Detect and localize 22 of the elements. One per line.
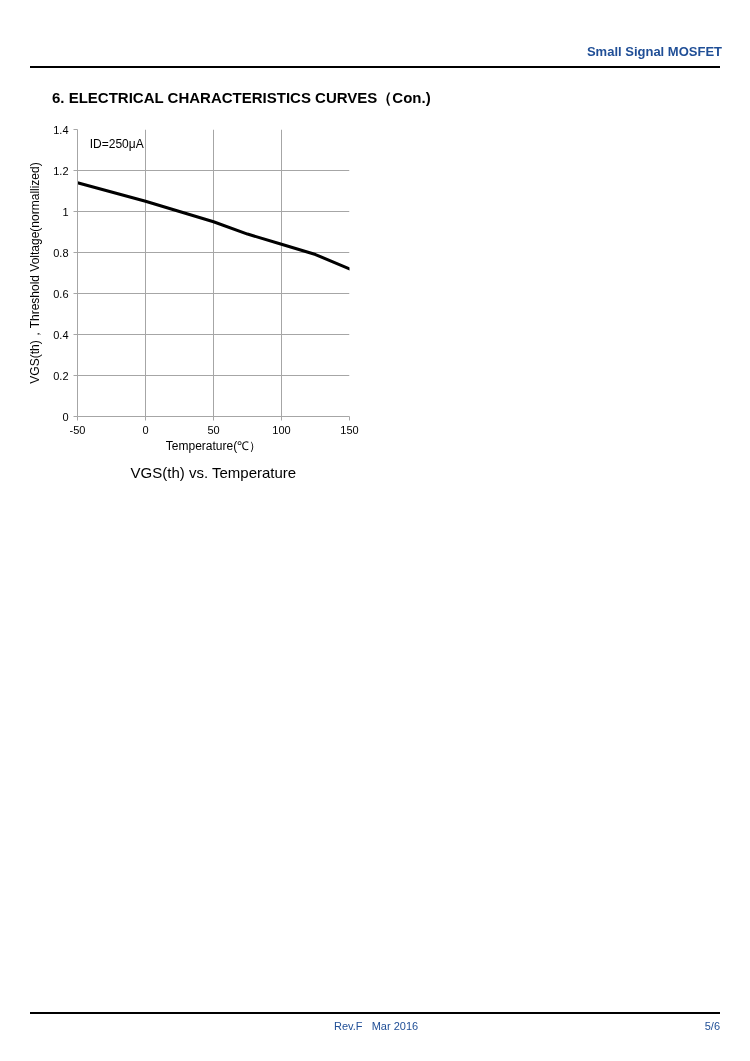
x-tick-label: 100 — [272, 423, 291, 436]
text: Small Signal MOSFET — [586, 43, 722, 61]
x-tick-label: 50 — [207, 423, 220, 436]
y-axis-title: VGS(th)，Threshold Voltage(normallized) — [28, 162, 43, 384]
y-tick-label: 0.4 — [53, 328, 69, 341]
y-tick-label: 1.4 — [53, 123, 69, 136]
text: 6. ELECTRICAL CHARACTERISTICS CURVES（Con.) — [52, 88, 431, 108]
text: VGS(th) vs. Temperature — [130, 463, 297, 481]
text: 5/6 — [704, 1019, 720, 1034]
annotation: ID=250μA — [89, 136, 144, 151]
y-tick-label: 0 — [62, 410, 69, 423]
x-tick-label: 0 — [142, 423, 149, 436]
y-tick-label: 0.2 — [53, 369, 69, 382]
y-tick-label: 0.8 — [53, 246, 69, 259]
text: Rev.F Mar 2016 — [334, 1019, 419, 1034]
y-tick-label: 1 — [62, 205, 69, 218]
x-tick-label: -50 — [69, 423, 86, 436]
x-axis-title: Temperature(℃） — [165, 438, 262, 453]
x-tick-label: 150 — [340, 423, 359, 436]
y-tick-label: 1.2 — [53, 164, 69, 177]
y-tick-label: 0.6 — [53, 287, 69, 300]
line-series — [77, 181, 350, 271]
